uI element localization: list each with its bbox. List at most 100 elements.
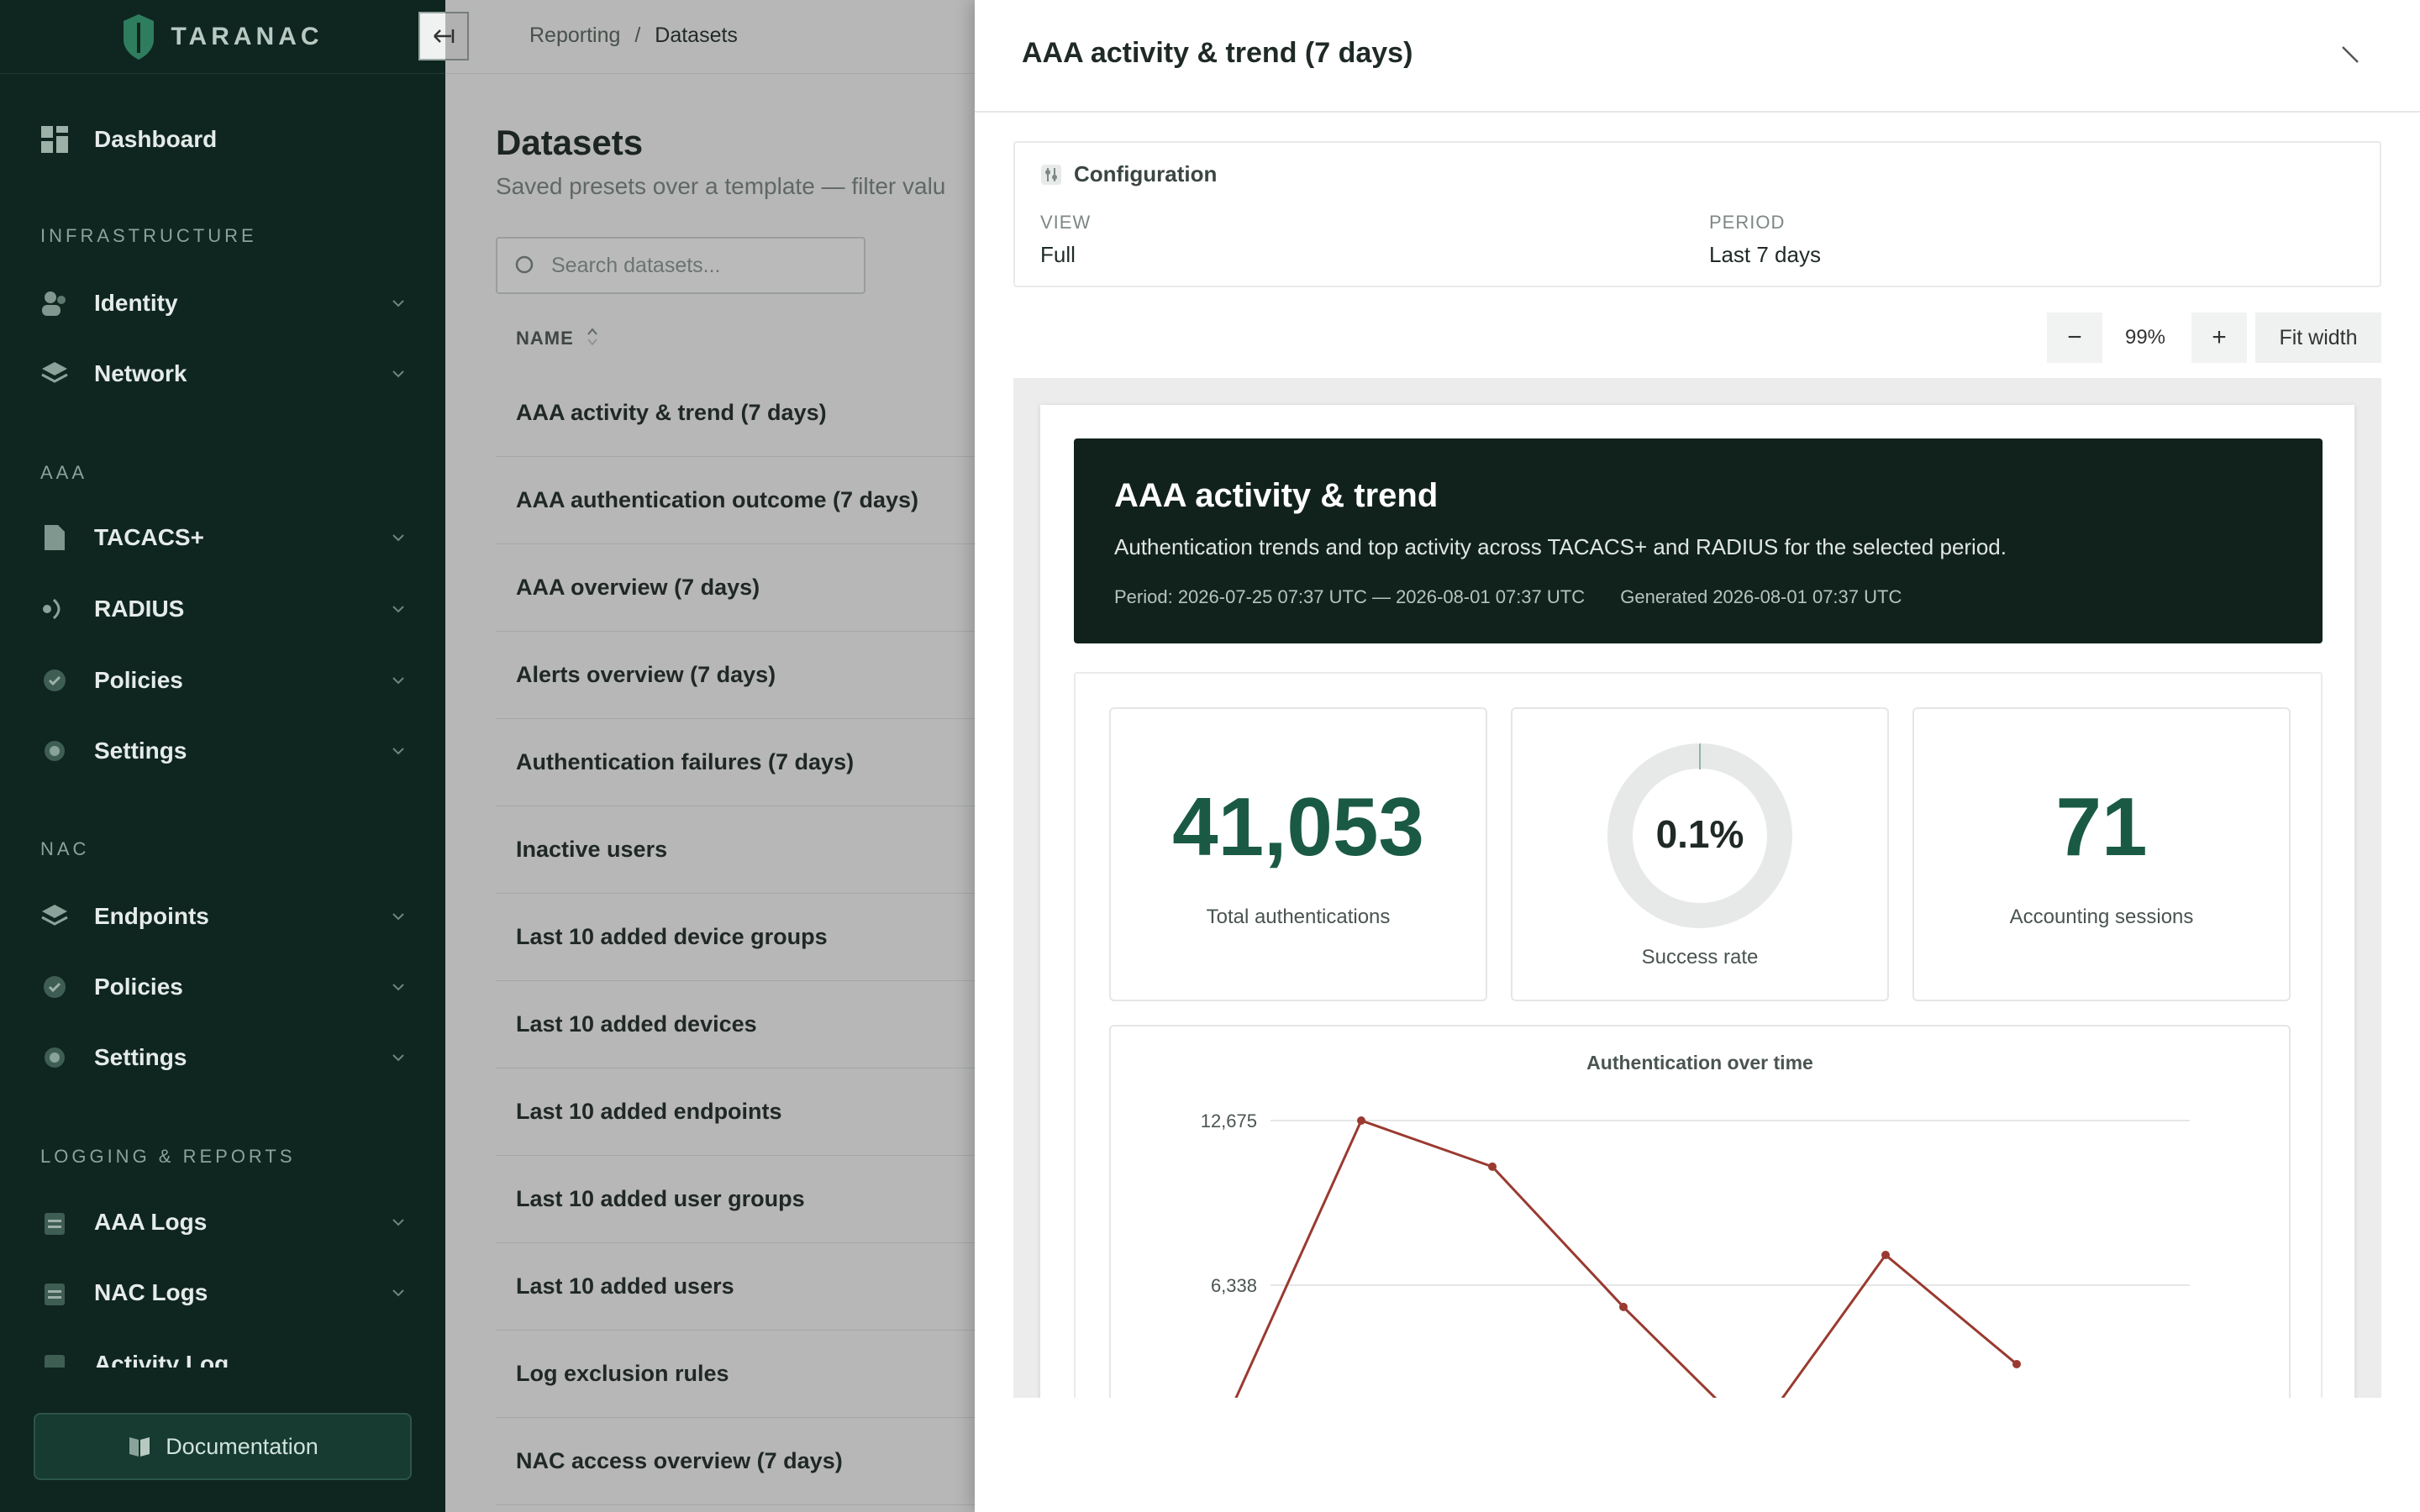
collapse-sidebar-button[interactable] xyxy=(418,12,469,60)
table-row[interactable]: AAA authentication outcome (7 days) xyxy=(496,457,1084,544)
table-row[interactable]: Last 10 added users xyxy=(496,1243,1084,1331)
report-description: Authentication trends and top activity a… xyxy=(1114,534,2007,559)
page-subtitle: Saved presets over a template — filter v… xyxy=(496,173,946,199)
table-row[interactable]: Last 10 added user groups xyxy=(496,1156,1084,1243)
chevron-down-icon xyxy=(392,606,404,613)
sidebar-item-label: NAC Logs xyxy=(94,1279,208,1305)
sidebar-item-aaa-settings[interactable]: Settings xyxy=(40,726,405,776)
sidebar-item-activity-log[interactable]: Activity Log xyxy=(40,1339,405,1368)
check-shield-icon xyxy=(40,973,69,1001)
report-page: AAA activity & trend Authentication tren… xyxy=(1040,405,2354,1398)
sidebar-item-identity[interactable]: Identity xyxy=(40,278,405,328)
close-icon[interactable] xyxy=(2339,44,2361,66)
search-input[interactable]: Search datasets... xyxy=(496,237,865,294)
chevron-down-icon xyxy=(392,748,404,755)
grid-icon xyxy=(40,125,69,154)
sidebar-item-label: Policies xyxy=(94,667,183,693)
table-row[interactable]: NAC access overview (7 days) xyxy=(496,1418,1084,1505)
breadcrumb-current: Datasets xyxy=(655,24,738,47)
y-tick-label: 12,675 xyxy=(1201,1110,1257,1131)
kpi-card-sessions: 71 Accounting sessions xyxy=(1912,707,2291,1001)
sidebar-item-nac-settings[interactable]: Settings xyxy=(40,1032,405,1083)
sidebar-item-nac-policies[interactable]: Policies xyxy=(40,962,405,1012)
sidebar-item-label: TACACS+ xyxy=(94,524,204,550)
shield-logo-icon xyxy=(124,13,155,60)
sidebar-item-dashboard[interactable]: Dashboard xyxy=(40,114,405,165)
table-row[interactable]: AAA activity & trend (7 days) xyxy=(496,370,1084,457)
sidebar-item-network[interactable]: Network xyxy=(40,349,405,399)
data-point[interactable] xyxy=(2012,1359,2021,1368)
success-rate-gauge xyxy=(1607,743,1792,928)
documentation-button[interactable]: Documentation xyxy=(34,1413,412,1480)
logo-row: TARANAC xyxy=(0,0,445,74)
kpi-success-label: Success rate xyxy=(1641,946,1759,969)
table-row[interactable]: Last 10 added endpoints xyxy=(496,1068,1084,1156)
report-meta: Period: 2026-07-25 07:37 UTC — 2026-08-0… xyxy=(1114,586,1932,608)
zoom-in-button[interactable]: + xyxy=(2191,312,2247,363)
chevron-down-icon xyxy=(392,1289,404,1297)
chevron-down-icon xyxy=(392,913,404,921)
report-section: 41,053 Total authentications 0.1% Succes… xyxy=(1074,672,2323,1398)
configuration-title-text: Configuration xyxy=(1074,161,1218,186)
dataset-name: Last 10 added users xyxy=(516,1273,734,1299)
sidebar-item-aaa-policies[interactable]: Policies xyxy=(40,655,405,706)
chevron-down-icon xyxy=(392,677,404,685)
view-label: VIEW xyxy=(1040,212,1092,233)
report-title: AAA activity & trend xyxy=(1114,477,1439,514)
sidebar-item-endpoints[interactable]: Endpoints xyxy=(40,891,405,942)
data-point[interactable] xyxy=(1488,1162,1497,1171)
table-row[interactable]: AAA overview (7 days) xyxy=(496,544,1084,632)
table-row[interactable]: Alerts overview (7 days) xyxy=(496,632,1084,719)
sidebar-item-activity-log-clip: Activity Log xyxy=(40,1339,405,1368)
sidebar-item-label: Activity Log xyxy=(94,1351,229,1368)
sliders-icon xyxy=(1041,164,1061,185)
sidebar-item-nac-logs[interactable]: NAC Logs xyxy=(40,1268,405,1318)
modal-overlay[interactable] xyxy=(445,0,975,1512)
column-header-label: NAME xyxy=(516,328,574,349)
data-point[interactable] xyxy=(1357,1116,1365,1125)
chevron-down-icon xyxy=(392,370,404,378)
zoom-out-button[interactable]: − xyxy=(2047,312,2102,363)
configuration-title: Configuration xyxy=(1040,161,1217,187)
calendar-icon xyxy=(40,1208,69,1236)
sidebar: TARANAC Dashboard INFRASTRUCTURE Identit… xyxy=(0,0,445,1512)
auth-over-time-chart: Authentication over time 12,675 6,338 xyxy=(1109,1025,2291,1398)
sidebar-item-label: AAA Logs xyxy=(94,1209,208,1235)
kpi-card-success: 0.1% Success rate xyxy=(1511,707,1889,1001)
table-row[interactable]: Last 10 added device groups xyxy=(496,894,1084,981)
breadcrumb-parent[interactable]: Reporting xyxy=(529,24,621,47)
dataset-name: AAA overview (7 days) xyxy=(516,575,760,600)
data-point[interactable] xyxy=(1881,1251,1890,1260)
dataset-name: AAA authentication outcome (7 days) xyxy=(516,487,919,512)
sidebar-item-label: Identity xyxy=(94,290,178,316)
sidebar-item-radius[interactable]: RADIUS xyxy=(40,584,405,634)
table-row[interactable]: Authentication failures (7 days) xyxy=(496,719,1084,806)
dataset-name: Alerts overview (7 days) xyxy=(516,662,776,687)
chevron-down-icon xyxy=(392,1054,404,1062)
sidebar-item-tacacs[interactable]: TACACS+ xyxy=(40,512,405,563)
fit-width-button[interactable]: Fit width xyxy=(2255,312,2381,363)
section-label-logging: LOGGING & REPORTS xyxy=(40,1146,296,1167)
zoom-level: 99% xyxy=(2107,312,2183,363)
gear-icon xyxy=(40,737,69,765)
table-row[interactable]: Last 10 added devices xyxy=(496,981,1084,1068)
sidebar-item-aaa-logs[interactable]: AAA Logs xyxy=(40,1197,405,1247)
dataset-name: Log exclusion rules xyxy=(516,1361,729,1386)
dataset-name: Inactive users xyxy=(516,837,668,862)
column-header-name[interactable]: NAME xyxy=(516,328,598,349)
report-preview[interactable]: AAA activity & trend Authentication tren… xyxy=(1013,378,2381,1398)
chevron-down-icon xyxy=(392,300,404,307)
dataset-name: Last 10 added devices xyxy=(516,1011,757,1037)
sidebar-item-label: Settings xyxy=(94,1044,187,1070)
table-row[interactable]: Inactive users xyxy=(496,806,1084,894)
report-generated: Generated 2026-08-01 07:37 UTC xyxy=(1620,586,1902,607)
search-placeholder: Search datasets... xyxy=(551,253,721,277)
collapse-left-icon xyxy=(434,29,455,43)
sidebar-item-label: RADIUS xyxy=(94,596,185,622)
breadcrumb-separator: / xyxy=(634,24,641,47)
data-point[interactable] xyxy=(1619,1302,1628,1311)
app-name: TARANAC xyxy=(171,22,324,50)
dataset-name: Last 10 added user groups xyxy=(516,1186,805,1211)
table-row[interactable]: Log exclusion rules xyxy=(496,1331,1084,1418)
period-label: PERIOD xyxy=(1709,212,1786,233)
